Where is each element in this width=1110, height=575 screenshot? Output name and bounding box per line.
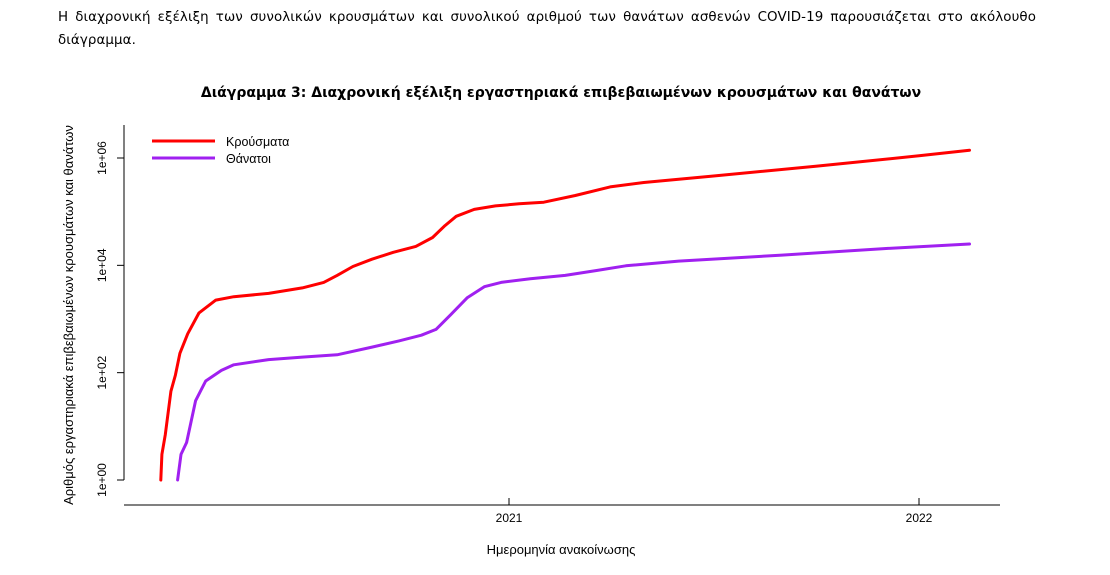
y-ticks: 1e+00 1e+02 1e+04 1e+06 — [95, 141, 124, 497]
y-tick-label: 1e+04 — [95, 248, 109, 282]
y-tick-label: 1e+06 — [95, 141, 109, 175]
legend-label-cases: Κρούσματα — [226, 135, 289, 149]
series-line-deaths — [176, 242, 971, 482]
series-line-cases — [159, 148, 971, 482]
series-lines — [159, 148, 971, 482]
x-ticks: 2021 2022 — [496, 498, 933, 525]
intro-paragraph: Η διαχρονική εξέλιξη των συνολικών κρουσ… — [58, 10, 1036, 48]
x-tick-label: 2021 — [496, 511, 523, 525]
chart-title: Διάγραμμα 3: Διαχρονική εξέλιξη εργαστηρ… — [200, 85, 922, 101]
legend: Κρούσματα Θάνατοι — [152, 135, 289, 166]
x-axis-label: Ημερομηνία ανακοίνωσης — [487, 542, 636, 557]
y-axis-label: Αριθμός εργαστηριακά επιβεβαιωμένων κρου… — [61, 125, 76, 505]
y-tick-label: 1e+02 — [95, 355, 109, 389]
y-tick-label: 1e+00 — [95, 463, 109, 497]
x-tick-label: 2022 — [906, 511, 933, 525]
legend-label-deaths: Θάνατοι — [226, 152, 271, 166]
chart-title-wrap: Διάγραμμα 3: Διαχρονική εξέλιξη εργαστηρ… — [0, 82, 1110, 101]
